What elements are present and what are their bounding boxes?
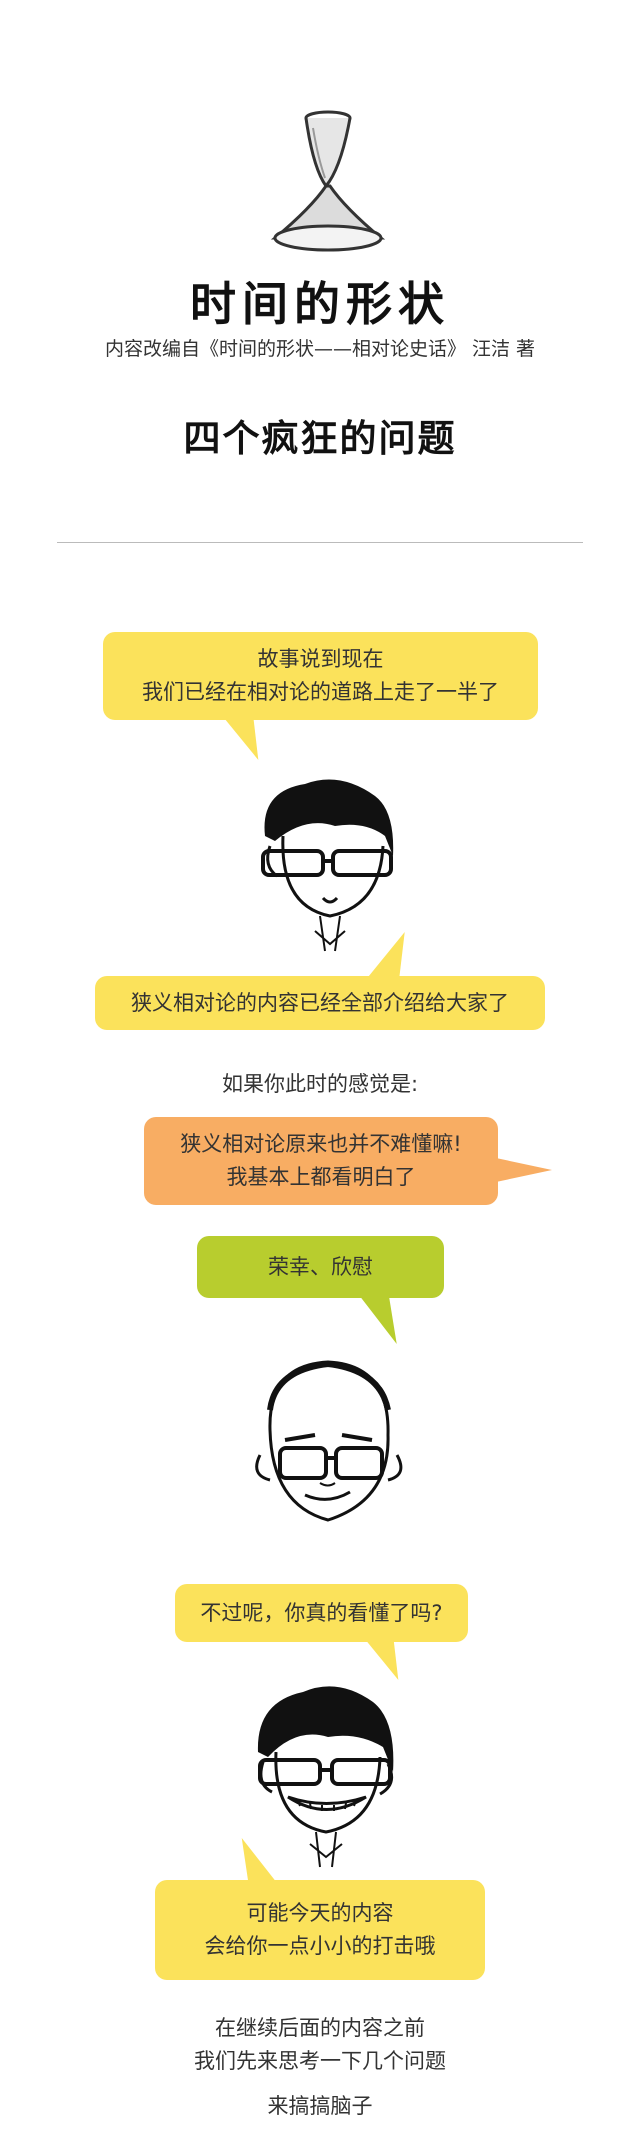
narration-text: 在继续后面的内容之前 我们先来思考一下几个问题 — [0, 2012, 640, 2078]
narration-text: 来搞搞脑子 — [267, 2094, 373, 2118]
narration-line: 我们先来思考一下几个问题 — [194, 2049, 446, 2073]
speech-bubble-6: 可能今天的内容 会给你一点小小的打击哦 — [155, 1880, 485, 1980]
speech-line: 狭义相对论原来也并不难懂嘛! — [180, 1132, 462, 1156]
divider — [57, 542, 583, 543]
bubble-tail — [225, 720, 273, 760]
page-title: 时间的形状 — [190, 277, 450, 331]
speech-bubble-5: 不过呢，你真的看懂了吗? — [175, 1584, 468, 1642]
speech-bubble-4: 荣幸、欣慰 — [197, 1236, 444, 1298]
narration-text: 如果你此时的感觉是: — [221, 1072, 419, 1096]
bubble-tail — [361, 1298, 411, 1344]
speech-line: 故事说到现在 — [257, 647, 384, 671]
glasses-man-face — [261, 779, 394, 952]
speech-line: 可能今天的内容 — [246, 1901, 394, 1925]
speech-line: 不过呢，你真的看懂了吗? — [200, 1600, 443, 1625]
speech-bubble-3: 狭义相对论原来也并不难懂嘛! 我基本上都看明白了 — [144, 1117, 498, 1205]
section-title: 四个疯狂的问题 — [183, 417, 457, 460]
narration-line: 在继续后面的内容之前 — [215, 2016, 425, 2040]
hourglass-icon — [270, 110, 386, 252]
speech-line: 我们已经在相对论的道路上走了一半了 — [142, 680, 499, 704]
speech-line: 荣幸、欣慰 — [268, 1254, 373, 1279]
speech-line: 狭义相对论的内容已经全部介绍给大家了 — [131, 990, 509, 1015]
speech-bubble-1: 故事说到现在 我们已经在相对论的道路上走了一半了 — [103, 632, 538, 720]
speech-bubble-2: 狭义相对论的内容已经全部介绍给大家了 — [95, 976, 545, 1030]
speech-line: 会给你一点小小的打击哦 — [204, 1934, 436, 1958]
page-subtitle: 内容改编自《时间的形状——相对论史话》 汪洁 著 — [104, 338, 536, 360]
bubble-tail — [496, 1158, 552, 1182]
grinning-man-face — [257, 1686, 394, 1868]
speech-line: 我基本上都看明白了 — [226, 1165, 416, 1189]
bald-man-face — [255, 1360, 403, 1522]
